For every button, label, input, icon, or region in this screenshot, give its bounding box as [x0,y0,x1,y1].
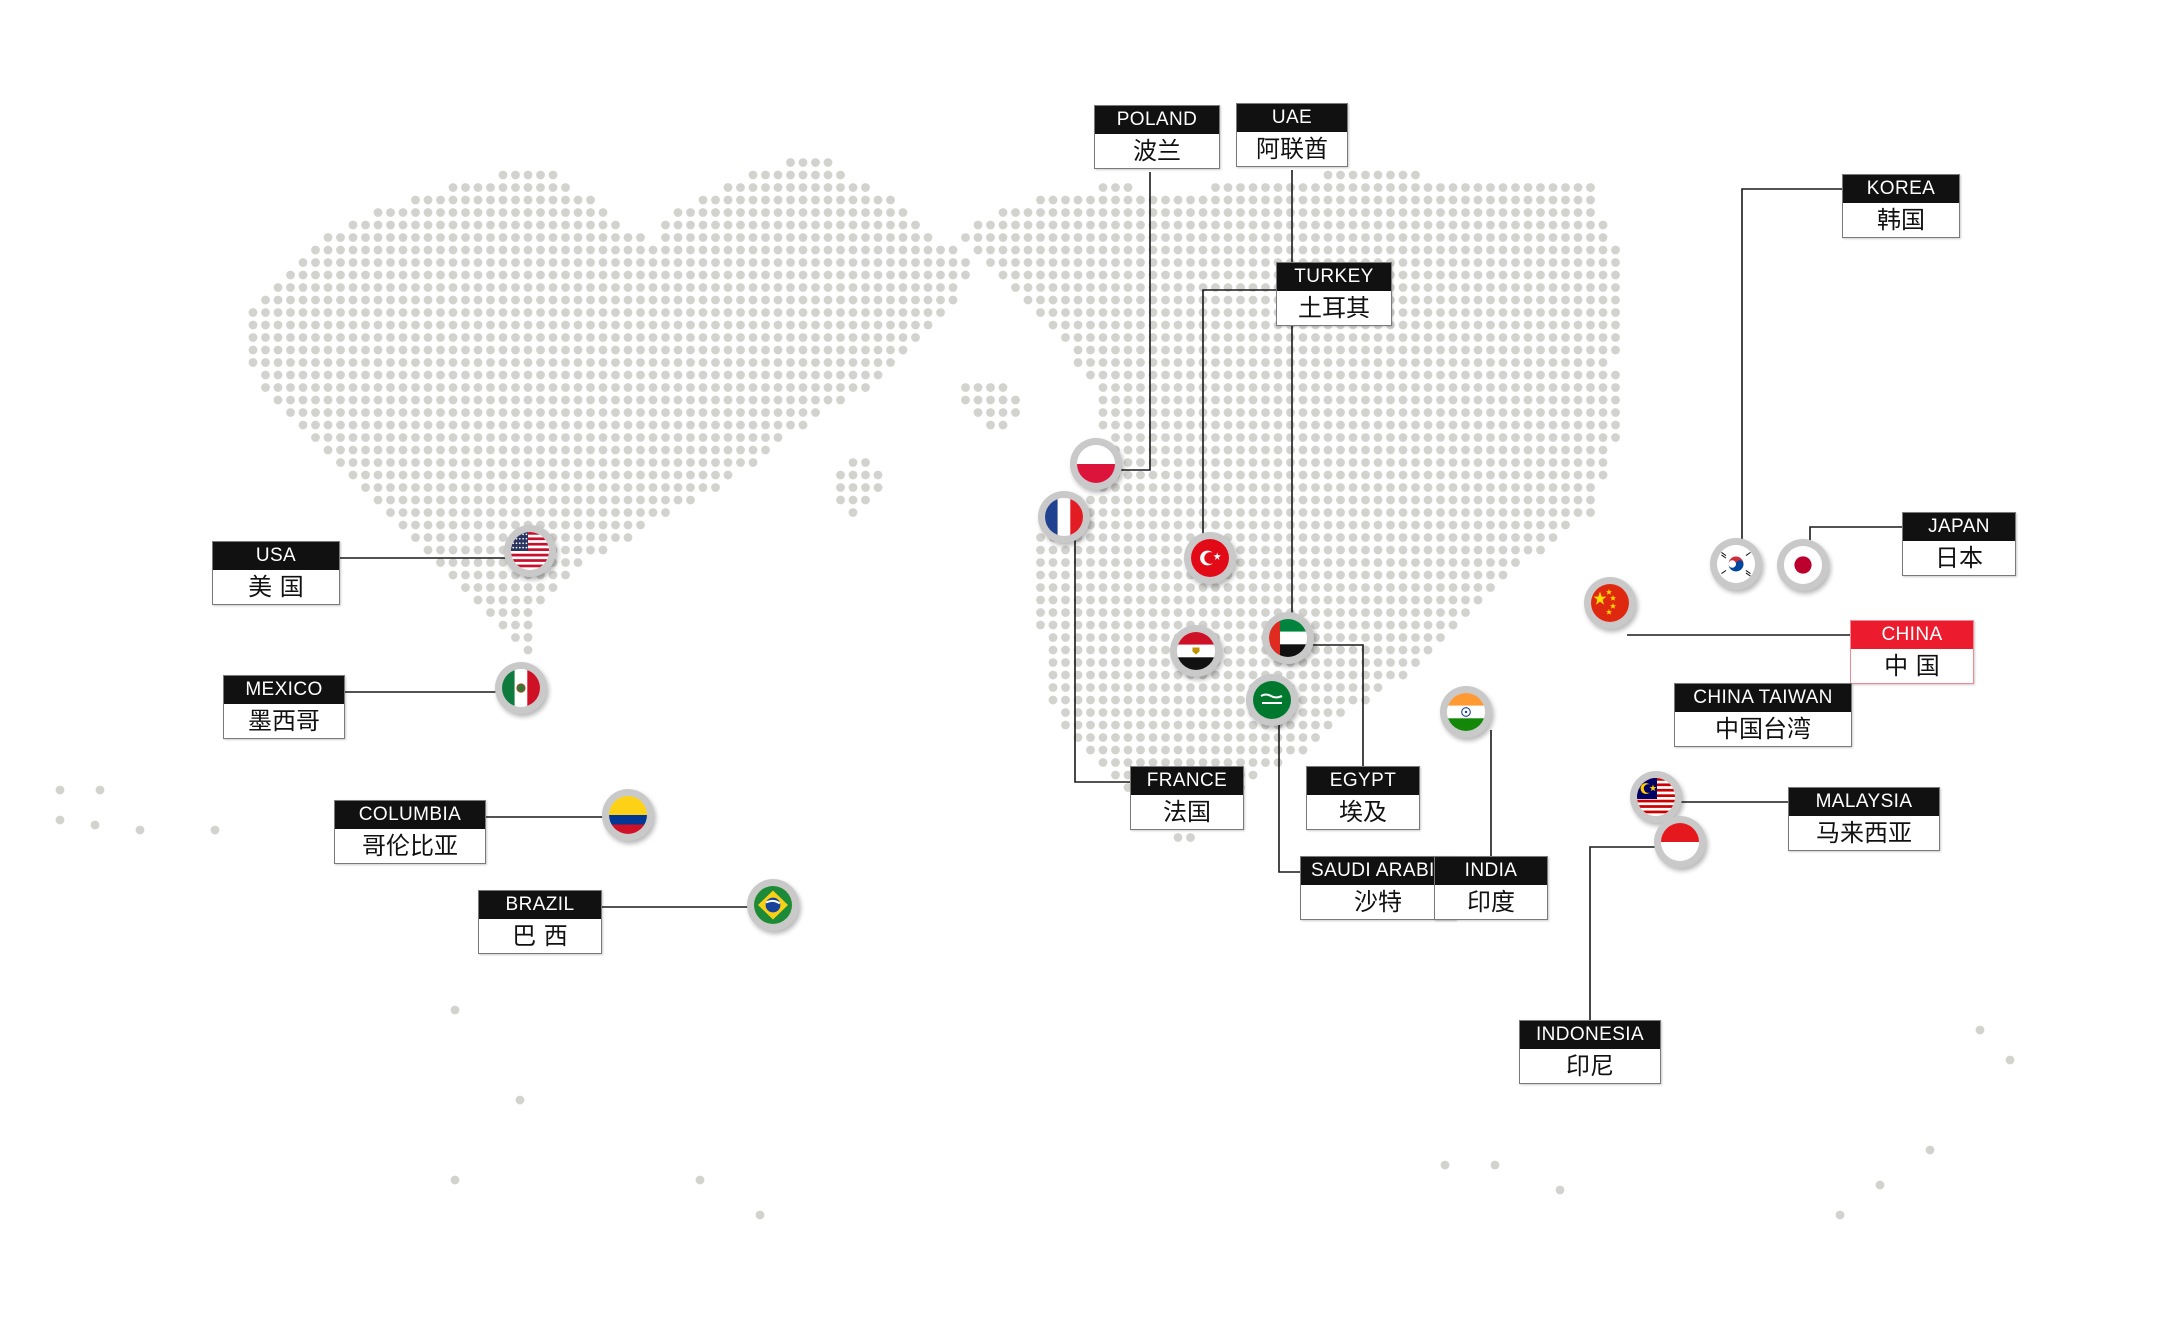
flag-indonesia-icon [1661,823,1699,861]
country-label-turkey[interactable]: TURKEY 土耳其 [1276,262,1392,326]
country-label-cn-india: 印度 [1467,888,1515,916]
flag-china-icon [1591,584,1629,622]
map-marker-turkey[interactable] [1184,532,1236,584]
country-label-cn-france: 法国 [1163,798,1211,826]
flag-turkey-icon [1191,539,1229,577]
country-label-cn-korea: 韩国 [1877,206,1925,234]
country-label-indonesia[interactable]: INDONESIA 印尼 [1519,1020,1661,1084]
country-label-taiwan[interactable]: CHINA TAIWAN 中国台湾 [1674,683,1852,747]
map-marker-indonesia[interactable] [1654,816,1706,868]
map-marker-columbia[interactable] [602,789,654,841]
country-label-en-columbia: COLUMBIA [335,801,485,829]
country-label-en-india: INDIA [1435,857,1547,885]
country-label-cn-japan: 日本 [1935,544,1983,572]
country-label-uae[interactable]: UAE 阿联酋 [1236,103,1348,167]
country-label-saudi[interactable]: SAUDI ARABIA 沙特 [1300,856,1456,920]
country-label-cn-saudi: 沙特 [1354,888,1402,916]
map-marker-saudi[interactable] [1246,674,1298,726]
country-label-cn-egypt: 埃及 [1339,798,1387,826]
country-label-columbia[interactable]: COLUMBIA 哥伦比亚 [334,800,486,864]
country-label-brazil[interactable]: BRAZIL 巴 西 [478,890,602,954]
country-label-en-france: FRANCE [1131,767,1243,795]
country-label-en-poland: POLAND [1095,106,1219,134]
map-marker-egypt[interactable] [1170,625,1222,677]
country-label-en-china: CHINA [1851,621,1973,649]
country-label-poland[interactable]: POLAND 波兰 [1094,105,1220,169]
map-marker-mexico[interactable] [495,662,547,714]
country-label-egypt[interactable]: EGYPT 埃及 [1306,766,1420,830]
country-label-cn-indonesia: 印尼 [1566,1052,1614,1080]
flag-poland-icon [1077,445,1115,483]
country-label-india[interactable]: INDIA 印度 [1434,856,1548,920]
map-marker-india[interactable] [1440,686,1492,738]
country-label-en-turkey: TURKEY [1277,263,1391,291]
country-label-france[interactable]: FRANCE 法国 [1130,766,1244,830]
map-marker-korea[interactable] [1710,538,1762,590]
flag-saudi-icon [1253,681,1291,719]
map-marker-japan[interactable] [1777,539,1829,591]
country-label-malaysia[interactable]: MALAYSIA 马来西亚 [1788,787,1940,851]
country-label-en-mexico: MEXICO [224,676,344,704]
map-marker-poland[interactable] [1070,438,1122,490]
flag-columbia-icon [609,796,647,834]
flag-uae-icon [1269,619,1307,657]
country-label-cn-mexico: 墨西哥 [248,707,320,735]
country-label-cn-poland: 波兰 [1133,137,1181,165]
country-label-en-japan: JAPAN [1903,513,2015,541]
country-label-cn-usa: 美 国 [248,573,304,601]
country-label-en-usa: USA [213,542,339,570]
country-label-en-egypt: EGYPT [1307,767,1419,795]
map-marker-china[interactable] [1584,577,1636,629]
country-label-usa[interactable]: USA 美 国 [212,541,340,605]
map-marker-france[interactable] [1038,491,1090,543]
country-label-cn-malaysia: 马来西亚 [1816,819,1912,847]
country-label-en-brazil: BRAZIL [479,891,601,919]
flag-korea-icon [1717,545,1755,583]
flag-mexico-icon [502,669,540,707]
flag-egypt-icon [1177,632,1215,670]
flag-malaysia-icon [1637,778,1675,816]
country-label-korea[interactable]: KOREA 韩国 [1842,174,1960,238]
flag-japan-icon [1784,546,1822,584]
map-marker-uae[interactable] [1262,612,1314,664]
country-label-japan[interactable]: JAPAN 日本 [1902,512,2016,576]
country-label-en-korea: KOREA [1843,175,1959,203]
country-label-cn-columbia: 哥伦比亚 [362,832,458,860]
flag-usa-icon [511,532,549,570]
country-label-cn-uae: 阿联酋 [1256,135,1328,163]
map-marker-malaysia[interactable] [1630,771,1682,823]
country-label-china[interactable]: CHINA 中 国 [1850,620,1974,684]
flag-brazil-icon [754,886,792,924]
flag-india-icon [1447,693,1485,731]
country-label-en-uae: UAE [1237,104,1347,132]
flag-france-icon [1045,498,1083,536]
country-label-mexico[interactable]: MEXICO 墨西哥 [223,675,345,739]
country-label-cn-china: 中 国 [1884,652,1940,680]
country-label-en-saudi: SAUDI ARABIA [1301,857,1455,885]
map-marker-usa[interactable] [504,525,556,577]
country-label-en-indonesia: INDONESIA [1520,1021,1660,1049]
country-label-en-malaysia: MALAYSIA [1789,788,1939,816]
country-label-en-taiwan: CHINA TAIWAN [1675,684,1851,712]
map-marker-brazil[interactable] [747,879,799,931]
country-label-cn-brazil: 巴 西 [512,922,568,950]
country-label-cn-turkey: 土耳其 [1298,294,1370,322]
country-label-cn-taiwan: 中国台湾 [1715,715,1811,743]
